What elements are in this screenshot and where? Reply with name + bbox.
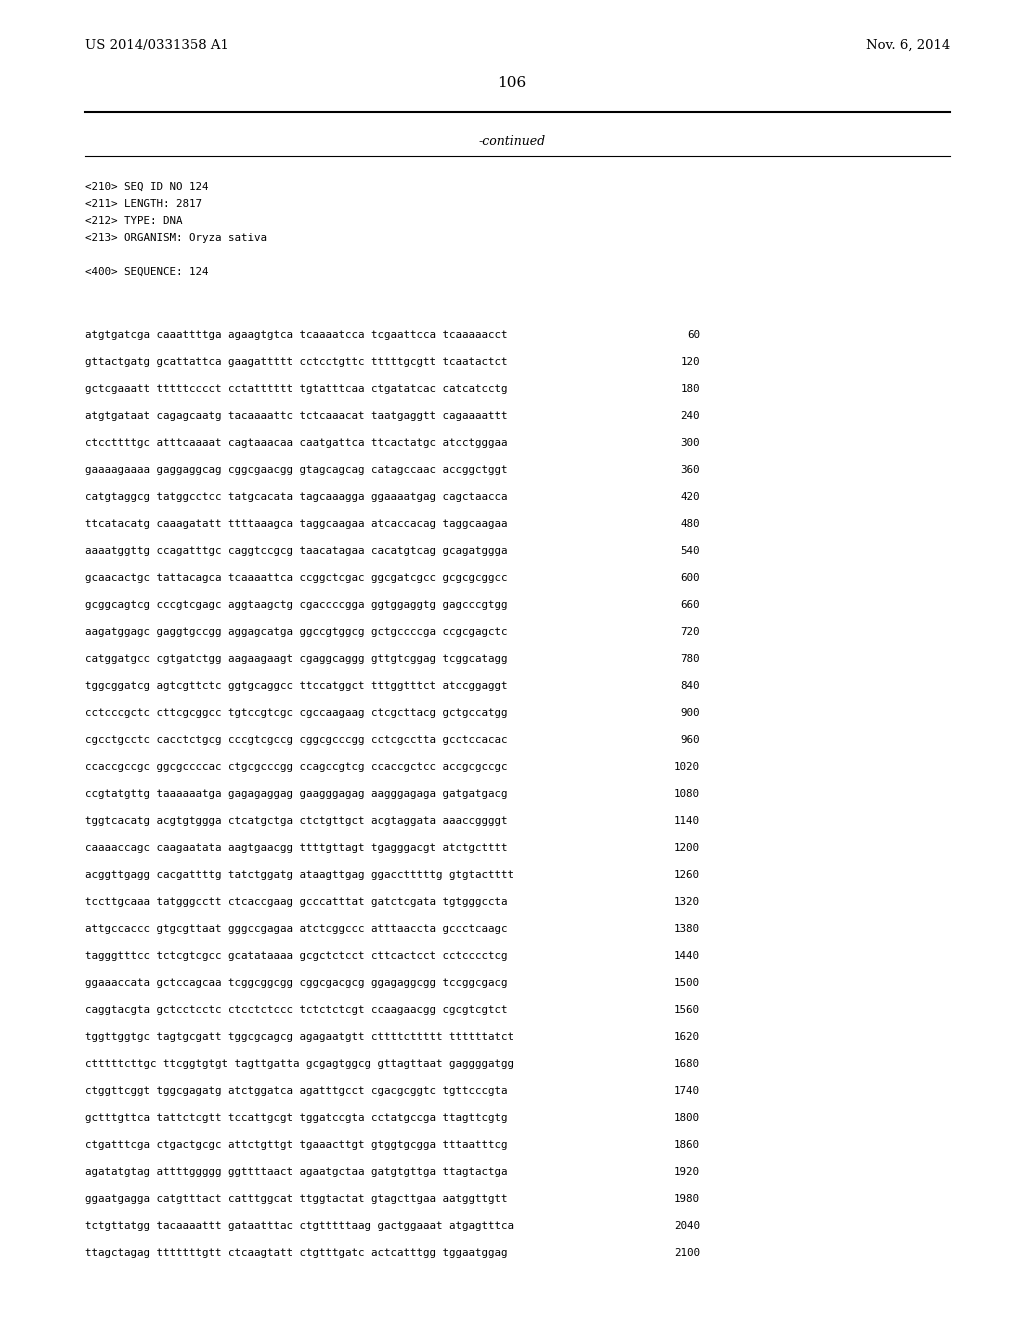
Text: 2100: 2100 (674, 1247, 700, 1258)
Text: US 2014/0331358 A1: US 2014/0331358 A1 (85, 40, 229, 51)
Text: <211> LENGTH: 2817: <211> LENGTH: 2817 (85, 199, 202, 209)
Text: 780: 780 (681, 653, 700, 664)
Text: ggaatgagga catgtttact catttggcat ttggtactat gtagcttgaa aatggttgtt: ggaatgagga catgtttact catttggcat ttggtac… (85, 1195, 508, 1204)
Text: 360: 360 (681, 465, 700, 475)
Text: ggaaaccata gctccagcaa tcggcggcgg cggcgacgcg ggagaggcgg tccggcgacg: ggaaaccata gctccagcaa tcggcggcgg cggcgac… (85, 978, 508, 987)
Text: acggttgagg cacgattttg tatctggatg ataagttgag ggacctttttg gtgtactttt: acggttgagg cacgattttg tatctggatg ataagtt… (85, 870, 514, 880)
Text: 1920: 1920 (674, 1167, 700, 1177)
Text: 1980: 1980 (674, 1195, 700, 1204)
Text: tctgttatgg tacaaaattt gataatttac ctgtttttaag gactggaaat atgagtttca: tctgttatgg tacaaaattt gataatttac ctgtttt… (85, 1221, 514, 1232)
Text: Nov. 6, 2014: Nov. 6, 2014 (865, 40, 950, 51)
Text: 900: 900 (681, 708, 700, 718)
Text: <210> SEQ ID NO 124: <210> SEQ ID NO 124 (85, 182, 209, 191)
Text: <213> ORGANISM: Oryza sativa: <213> ORGANISM: Oryza sativa (85, 234, 267, 243)
Text: gaaaagaaaa gaggaggcag cggcgaacgg gtagcagcag catagccaac accggctggt: gaaaagaaaa gaggaggcag cggcgaacgg gtagcag… (85, 465, 508, 475)
Text: tggtcacatg acgtgtggga ctcatgctga ctctgttgct acgtaggata aaaccggggt: tggtcacatg acgtgtggga ctcatgctga ctctgtt… (85, 816, 508, 826)
Text: 240: 240 (681, 411, 700, 421)
Text: <212> TYPE: DNA: <212> TYPE: DNA (85, 216, 182, 226)
Text: attgccaccc gtgcgttaat gggccgagaa atctcggccc atttaaccta gccctcaagc: attgccaccc gtgcgttaat gggccgagaa atctcgg… (85, 924, 508, 935)
Text: atgtgataat cagagcaatg tacaaaattc tctcaaacat taatgaggtt cagaaaattt: atgtgataat cagagcaatg tacaaaattc tctcaaa… (85, 411, 508, 421)
Text: 60: 60 (687, 330, 700, 341)
Text: ccgtatgttg taaaaaatga gagagaggag gaagggagag aagggagaga gatgatgacg: ccgtatgttg taaaaaatga gagagaggag gaaggga… (85, 789, 508, 799)
Text: ctttttcttgc ttcggtgtgt tagttgatta gcgagtggcg gttagttaat gaggggatgg: ctttttcttgc ttcggtgtgt tagttgatta gcgagt… (85, 1059, 514, 1069)
Text: gctcgaaatt tttttcccct cctatttttt tgtatttcaa ctgatatcac catcatcctg: gctcgaaatt tttttcccct cctatttttt tgtattt… (85, 384, 508, 393)
Text: ctccttttgc atttcaaaat cagtaaacaa caatgattca ttcactatgc atcctgggaa: ctccttttgc atttcaaaat cagtaaacaa caatgat… (85, 438, 508, 447)
Text: gcaacactgc tattacagca tcaaaattca ccggctcgac ggcgatcgcc gcgcgcggcc: gcaacactgc tattacagca tcaaaattca ccggctc… (85, 573, 508, 583)
Text: 480: 480 (681, 519, 700, 529)
Text: gctttgttca tattctcgtt tccattgcgt tggatccgta cctatgccga ttagttcgtg: gctttgttca tattctcgtt tccattgcgt tggatcc… (85, 1113, 508, 1123)
Text: ttcatacatg caaagatatt ttttaaagca taggcaagaa atcaccacag taggcaagaa: ttcatacatg caaagatatt ttttaaagca taggcaa… (85, 519, 508, 529)
Text: 2040: 2040 (674, 1221, 700, 1232)
Text: 420: 420 (681, 492, 700, 502)
Text: 720: 720 (681, 627, 700, 638)
Text: cgcctgcctc cacctctgcg cccgtcgccg cggcgcccgg cctcgcctta gcctccacac: cgcctgcctc cacctctgcg cccgtcgccg cggcgcc… (85, 735, 508, 744)
Text: atgtgatcga caaattttga agaagtgtca tcaaaatcca tcgaattcca tcaaaaacct: atgtgatcga caaattttga agaagtgtca tcaaaat… (85, 330, 508, 341)
Text: 1500: 1500 (674, 978, 700, 987)
Text: agatatgtag attttggggg ggttttaact agaatgctaa gatgtgttga ttagtactga: agatatgtag attttggggg ggttttaact agaatgc… (85, 1167, 508, 1177)
Text: 1440: 1440 (674, 950, 700, 961)
Text: 1740: 1740 (674, 1086, 700, 1096)
Text: catgtaggcg tatggcctcc tatgcacata tagcaaagga ggaaaatgag cagctaacca: catgtaggcg tatggcctcc tatgcacata tagcaaa… (85, 492, 508, 502)
Text: 1200: 1200 (674, 843, 700, 853)
Text: gttactgatg gcattattca gaagattttt cctcctgttc tttttgcgtt tcaatactct: gttactgatg gcattattca gaagattttt cctcctg… (85, 356, 508, 367)
Text: 1140: 1140 (674, 816, 700, 826)
Text: cctcccgctc cttcgcggcc tgtccgtcgc cgccaagaag ctcgcttacg gctgccatgg: cctcccgctc cttcgcggcc tgtccgtcgc cgccaag… (85, 708, 508, 718)
Text: 1380: 1380 (674, 924, 700, 935)
Text: <400> SEQUENCE: 124: <400> SEQUENCE: 124 (85, 267, 209, 277)
Text: 600: 600 (681, 573, 700, 583)
Text: 1260: 1260 (674, 870, 700, 880)
Text: 180: 180 (681, 384, 700, 393)
Text: ctggttcggt tggcgagatg atctggatca agatttgcct cgacgcggtc tgttcccgta: ctggttcggt tggcgagatg atctggatca agatttg… (85, 1086, 508, 1096)
Text: 1680: 1680 (674, 1059, 700, 1069)
Text: 540: 540 (681, 546, 700, 556)
Text: aagatggagc gaggtgccgg aggagcatga ggccgtggcg gctgccccga ccgcgagctc: aagatggagc gaggtgccgg aggagcatga ggccgtg… (85, 627, 508, 638)
Text: aaaatggttg ccagatttgc caggtccgcg taacatagaa cacatgtcag gcagatggga: aaaatggttg ccagatttgc caggtccgcg taacata… (85, 546, 508, 556)
Text: 960: 960 (681, 735, 700, 744)
Text: caaaaccagc caagaatata aagtgaacgg ttttgttagt tgagggacgt atctgctttt: caaaaccagc caagaatata aagtgaacgg ttttgtt… (85, 843, 508, 853)
Text: catggatgcc cgtgatctgg aagaagaagt cgaggcaggg gttgtcggag tcggcatagg: catggatgcc cgtgatctgg aagaagaagt cgaggca… (85, 653, 508, 664)
Text: -continued: -continued (478, 135, 546, 148)
Text: ttagctagag tttttttgtt ctcaagtatt ctgtttgatc actcatttgg tggaatggag: ttagctagag tttttttgtt ctcaagtatt ctgtttg… (85, 1247, 508, 1258)
Text: 1560: 1560 (674, 1005, 700, 1015)
Text: 106: 106 (498, 77, 526, 90)
Text: tggcggatcg agtcgttctc ggtgcaggcc ttccatggct tttggtttct atccggaggt: tggcggatcg agtcgttctc ggtgcaggcc ttccatg… (85, 681, 508, 690)
Text: 1080: 1080 (674, 789, 700, 799)
Text: 1800: 1800 (674, 1113, 700, 1123)
Text: 840: 840 (681, 681, 700, 690)
Text: 300: 300 (681, 438, 700, 447)
Text: 120: 120 (681, 356, 700, 367)
Text: 1620: 1620 (674, 1032, 700, 1041)
Text: ctgatttcga ctgactgcgc attctgttgt tgaaacttgt gtggtgcgga tttaatttcg: ctgatttcga ctgactgcgc attctgttgt tgaaact… (85, 1140, 508, 1150)
Text: gcggcagtcg cccgtcgagc aggtaagctg cgaccccgga ggtggaggtg gagcccgtgg: gcggcagtcg cccgtcgagc aggtaagctg cgacccc… (85, 601, 508, 610)
Text: 1020: 1020 (674, 762, 700, 772)
Text: 1860: 1860 (674, 1140, 700, 1150)
Text: 660: 660 (681, 601, 700, 610)
Text: 1320: 1320 (674, 898, 700, 907)
Text: ccaccgccgc ggcgccccac ctgcgcccgg ccagccgtcg ccaccgctcc accgcgccgc: ccaccgccgc ggcgccccac ctgcgcccgg ccagccg… (85, 762, 508, 772)
Text: tccttgcaaa tatgggcctt ctcaccgaag gcccatttat gatctcgata tgtgggccta: tccttgcaaa tatgggcctt ctcaccgaag gcccatt… (85, 898, 508, 907)
Text: caggtacgta gctcctcctc ctcctctccc tctctctcgt ccaagaacgg cgcgtcgtct: caggtacgta gctcctcctc ctcctctccc tctctct… (85, 1005, 508, 1015)
Text: tggttggtgc tagtgcgatt tggcgcagcg agagaatgtt cttttcttttt ttttttatct: tggttggtgc tagtgcgatt tggcgcagcg agagaat… (85, 1032, 514, 1041)
Text: tagggtttcc tctcgtcgcc gcatataaaa gcgctctcct cttcactcct cctcccctcg: tagggtttcc tctcgtcgcc gcatataaaa gcgctct… (85, 950, 508, 961)
